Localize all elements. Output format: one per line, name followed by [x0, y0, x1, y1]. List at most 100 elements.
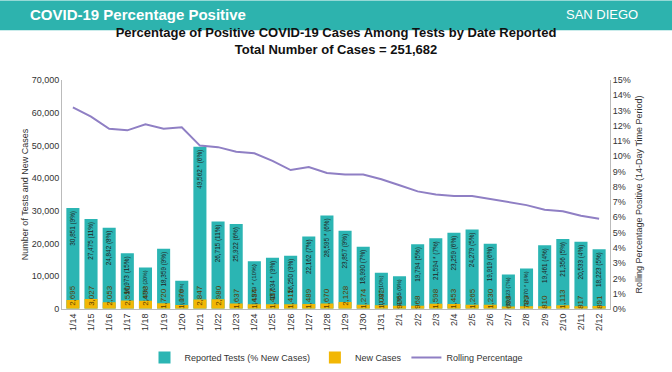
svg-text:2/9: 2/9	[540, 313, 550, 326]
svg-text:27,475 (11%): 27,475 (11%)	[87, 222, 95, 260]
svg-text:1/23: 1/23	[231, 313, 241, 331]
svg-text:1/22: 1/22	[213, 313, 223, 331]
svg-text:891: 891	[595, 295, 604, 309]
svg-text:2/4: 2/4	[449, 313, 459, 326]
svg-text:6%: 6%	[613, 212, 626, 222]
svg-text:3,027: 3,027	[87, 285, 96, 306]
svg-text:2/10: 2/10	[558, 313, 568, 331]
svg-text:1/16: 1/16	[104, 313, 114, 331]
svg-text:1/30: 1/30	[358, 313, 368, 331]
svg-text:8,635 (14%): 8,635 (14%)	[179, 283, 184, 306]
svg-text:2/11: 2/11	[576, 313, 586, 330]
svg-text:1,434: 1,434	[250, 288, 259, 309]
svg-text:19,794 (5%): 19,794 (5%)	[414, 247, 422, 282]
svg-text:2/6: 2/6	[485, 313, 495, 326]
svg-text:2/1: 2/1	[394, 313, 404, 326]
svg-text:2/2: 2/2	[413, 313, 423, 326]
svg-text:23,857 (9%): 23,857 (9%)	[341, 234, 349, 269]
svg-text:2,847: 2,847	[195, 285, 204, 306]
svg-text:25,922 (6%): 25,922 (6%)	[232, 227, 240, 262]
svg-text:2/8: 2/8	[521, 313, 531, 326]
svg-text:1,720: 1,720	[159, 288, 168, 309]
svg-text:1/19: 1/19	[159, 313, 169, 331]
svg-text:16,973 (15%): 16,973 (15%)	[123, 256, 131, 294]
svg-text:1,437: 1,437	[268, 288, 277, 309]
svg-text:26,715 (11%): 26,715 (11%)	[214, 225, 222, 263]
svg-text:698: 698	[504, 295, 513, 309]
svg-text:1,489: 1,489	[304, 288, 313, 309]
svg-text:14%: 14%	[613, 90, 631, 100]
svg-text:12,370 * (6%): 12,370 * (6%)	[523, 271, 529, 306]
svg-text:2/12: 2/12	[594, 313, 604, 331]
svg-text:49,562 * (6%): 49,562 * (6%)	[196, 150, 204, 189]
svg-text:70,000: 70,000	[32, 75, 60, 85]
svg-text:1/27: 1/27	[304, 313, 314, 331]
svg-text:Percentage of Positive COVID-1: Percentage of Positive COVID-19 Cases Am…	[116, 25, 557, 57]
svg-text:3%: 3%	[613, 258, 626, 268]
svg-text:1,230: 1,230	[486, 288, 495, 309]
svg-text:8%: 8%	[613, 182, 626, 192]
svg-text:1/31: 1/31	[376, 313, 386, 331]
svg-text:12%: 12%	[613, 121, 631, 131]
svg-text:1/15: 1/15	[86, 313, 96, 331]
svg-text:926: 926	[395, 295, 404, 309]
svg-text:60,000: 60,000	[32, 108, 60, 118]
svg-text:Rolling Percentage Positive (1: Rolling Percentage Positive (14-Day Time…	[635, 95, 645, 293]
svg-text:13%: 13%	[613, 106, 631, 116]
svg-text:15%: 15%	[613, 75, 631, 85]
svg-text:2,498: 2,498	[141, 285, 150, 306]
svg-text:10,523 (7%): 10,523 (7%)	[505, 277, 511, 306]
svg-text:1/18: 1/18	[140, 313, 150, 331]
svg-text:40,000: 40,000	[32, 173, 60, 183]
svg-text:0%: 0%	[613, 304, 626, 314]
svg-text:10%: 10%	[613, 151, 631, 161]
svg-text:11%: 11%	[613, 136, 630, 146]
svg-text:2,128: 2,128	[341, 285, 350, 306]
svg-text:18,990 (7%): 18,990 (7%)	[359, 250, 367, 285]
svg-text:28,595 * (6%): 28,595 * (6%)	[323, 218, 331, 257]
svg-text:1/14: 1/14	[68, 313, 78, 331]
svg-text:1/17: 1/17	[122, 313, 132, 331]
svg-text:24,842 (8%): 24,842 (8%)	[105, 231, 113, 266]
svg-text:1,637: 1,637	[232, 288, 241, 309]
svg-text:1%: 1%	[613, 289, 626, 299]
svg-text:1/25: 1/25	[267, 313, 277, 331]
svg-text:2,053: 2,053	[105, 285, 114, 306]
svg-text:24,279 (5%): 24,279 (5%)	[468, 232, 476, 267]
svg-text:1,453: 1,453	[449, 288, 458, 309]
svg-text:968: 968	[413, 295, 422, 309]
svg-text:1,415: 1,415	[286, 288, 295, 309]
svg-text:11,027 (10%): 11,027 (10%)	[378, 276, 384, 306]
svg-text:20,000: 20,000	[32, 239, 60, 249]
svg-text:16,250 (9%): 16,250 (9%)	[287, 259, 295, 294]
svg-text:0: 0	[54, 304, 59, 314]
svg-text:19,919 (6%): 19,919 (6%)	[486, 247, 494, 282]
svg-text:1,176: 1,176	[177, 288, 186, 309]
svg-text:1/21: 1/21	[195, 313, 205, 331]
svg-text:30,000: 30,000	[32, 206, 60, 216]
svg-text:21,594 * (7%): 21,594 * (7%)	[432, 241, 440, 280]
svg-text:Reported Tests (% New Cases): Reported Tests (% New Cases)	[185, 353, 310, 363]
svg-text:2%: 2%	[613, 274, 626, 284]
svg-text:2/3: 2/3	[431, 313, 441, 326]
svg-text:7%: 7%	[613, 197, 626, 207]
svg-text:1,113: 1,113	[558, 289, 567, 309]
svg-text:10,000: 10,000	[32, 271, 60, 281]
svg-text:2/5: 2/5	[467, 313, 477, 326]
svg-text:21,356 (5%): 21,356 (5%)	[559, 242, 567, 277]
svg-text:50,000: 50,000	[32, 141, 60, 151]
svg-text:2,980: 2,980	[214, 285, 223, 306]
svg-text:817: 817	[576, 295, 585, 309]
svg-text:15,634 * (9%): 15,634 * (9%)	[269, 261, 277, 300]
svg-text:1,082: 1,082	[377, 288, 386, 309]
svg-text:9%: 9%	[613, 167, 626, 177]
svg-text:1/28: 1/28	[322, 313, 332, 331]
svg-text:19,461 (4%): 19,461 (4%)	[541, 248, 549, 283]
svg-text:COVID-19 Percentage Positive: COVID-19 Percentage Positive	[30, 6, 246, 23]
svg-text:1/26: 1/26	[286, 313, 296, 331]
svg-text:1,598: 1,598	[431, 288, 440, 309]
svg-text:22,162 (7%): 22,162 (7%)	[305, 239, 313, 274]
svg-text:2,550: 2,550	[123, 285, 132, 306]
svg-text:4%: 4%	[613, 243, 626, 253]
svg-text:810: 810	[540, 295, 549, 309]
